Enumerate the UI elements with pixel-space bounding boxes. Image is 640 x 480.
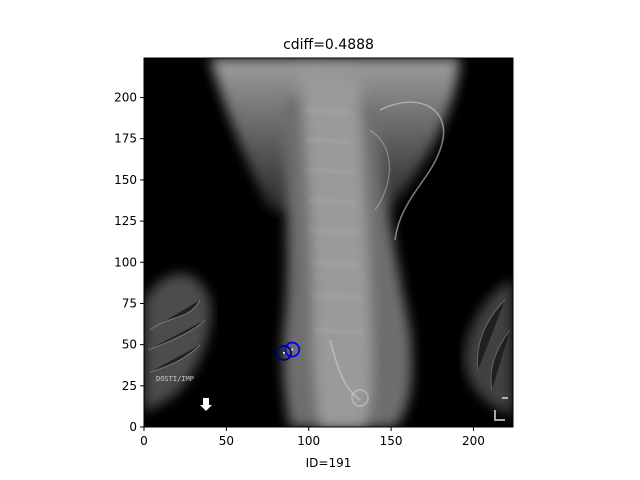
x-axis: 0 50 100 150 200 <box>140 427 485 448</box>
x-tick-label: 100 <box>297 434 320 448</box>
marker-1-center <box>291 348 294 351</box>
y-tick-label: 50 <box>122 338 137 352</box>
x-tick-label: 50 <box>219 434 234 448</box>
figure-title: cdiff=0.4888 <box>283 37 374 53</box>
x-tick-label: 150 <box>380 434 403 448</box>
y-axis: 0 25 50 75 100 125 150 175 200 <box>114 91 144 434</box>
marker-2-circle <box>276 344 292 361</box>
x-tick-label: 0 <box>140 434 148 448</box>
y-tick-label: 200 <box>114 91 137 105</box>
image-overlay-text: DOSTI/IMP <box>156 375 194 383</box>
down-arrow-icon <box>200 398 212 411</box>
y-tick-label: 25 <box>122 379 137 393</box>
marker-1-circle <box>284 341 301 358</box>
y-tick-label: 150 <box>114 173 137 187</box>
axes-frame <box>143 57 514 428</box>
y-tick-label: 0 <box>129 420 137 434</box>
x-tick-label: 200 <box>462 434 485 448</box>
y-tick-label: 75 <box>122 296 137 310</box>
marker-2-center <box>283 351 286 354</box>
marker-group <box>276 341 301 361</box>
x-axis-label: ID=191 <box>306 456 352 470</box>
xray-image: DOSTI/IMP <box>144 58 513 427</box>
y-tick-label: 100 <box>114 255 137 269</box>
y-tick-label: 125 <box>114 214 137 228</box>
y-tick-label: 175 <box>114 132 137 146</box>
